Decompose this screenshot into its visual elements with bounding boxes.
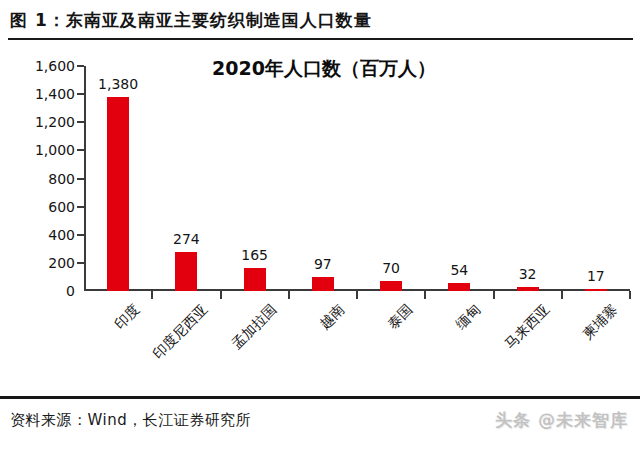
figure-title: 图 1：东南亚及南亚主要纺织制造国人口数量 xyxy=(10,9,630,32)
x-axis-labels: 印度印度尼西亚孟加拉国 越南 泰国 缅甸马来西亚柬埔寨 xyxy=(84,291,630,383)
y-tick-label: 1,200 xyxy=(18,113,75,131)
y-axis-tick xyxy=(77,234,84,236)
y-axis-tick xyxy=(77,65,84,67)
y-axis-tick xyxy=(77,178,84,180)
x-category-label: 马来西亚 xyxy=(501,301,553,353)
bar-chart: 02004006008001,0001,2001,4001,600 2020年人… xyxy=(18,66,640,383)
bar-value-label: 70 xyxy=(357,260,425,276)
y-axis-line xyxy=(84,66,86,291)
y-axis-tick xyxy=(77,93,84,95)
footer-divider xyxy=(0,396,640,399)
bar xyxy=(312,277,334,291)
bar xyxy=(380,281,402,291)
y-axis-tick xyxy=(77,121,84,123)
bar-value-label: 32 xyxy=(494,266,562,282)
x-category-label: 印度 xyxy=(111,301,144,334)
y-axis-tick xyxy=(77,206,84,208)
y-tick-label: 1,400 xyxy=(18,85,75,103)
x-category-label: 印度尼西亚 xyxy=(150,301,212,363)
bar xyxy=(244,268,266,291)
title-divider xyxy=(8,38,633,40)
watermark: 头条 @未来智库 xyxy=(495,409,628,432)
bar-value-label: 17 xyxy=(562,268,630,284)
y-tick-label: 1,600 xyxy=(18,57,75,75)
plot-area: 1,3802741659770543217 xyxy=(84,66,630,291)
y-axis-labels: 02004006008001,0001,2001,4001,600 xyxy=(18,66,84,291)
x-category-label: 越南 xyxy=(316,301,349,334)
source-note: 资料来源：Wind，长江证券研究所 xyxy=(10,411,251,430)
x-category-label: 泰国 xyxy=(384,301,417,334)
bar-value-label: 97 xyxy=(289,256,357,272)
x-category-label: 缅甸 xyxy=(453,301,486,334)
bar-value-label: 54 xyxy=(425,262,493,278)
y-tick-label: 400 xyxy=(18,226,75,244)
y-tick-label: 800 xyxy=(18,170,75,188)
y-tick-label: 200 xyxy=(18,254,75,272)
x-category-label: 孟加拉国 xyxy=(228,301,280,353)
y-axis-tick xyxy=(77,149,84,151)
y-axis-tick xyxy=(77,262,84,264)
footer: 资料来源：Wind，长江证券研究所 头条 @未来智库 xyxy=(10,409,628,432)
chart-title: 2020年人口数（百万人） xyxy=(84,56,564,82)
y-tick-label: 1,000 xyxy=(18,141,75,159)
bar xyxy=(175,252,197,291)
y-tick-label: 600 xyxy=(18,198,75,216)
bar xyxy=(107,97,129,291)
x-category-label: 柬埔寨 xyxy=(579,301,621,343)
bar-value-label: 165 xyxy=(221,247,289,263)
plot-column: 2020年人口数（百万人） 1,3802741659770543217 印度印度… xyxy=(84,66,630,383)
bar xyxy=(448,283,470,291)
bar-value-label: 274 xyxy=(152,231,220,247)
y-tick-label: 0 xyxy=(18,282,75,300)
